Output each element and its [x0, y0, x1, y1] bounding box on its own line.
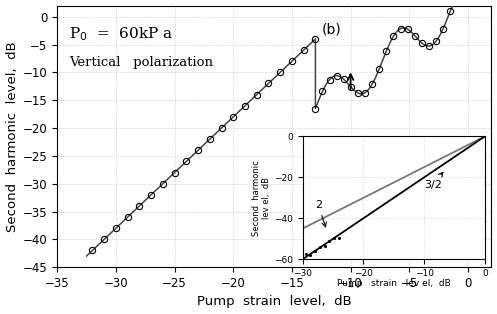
Text: Vertical   polarization: Vertical polarization [69, 56, 213, 69]
Y-axis label: Second  harmonic  level,  dB: Second harmonic level, dB [5, 41, 18, 232]
X-axis label: Pump  strain  level,  dB: Pump strain level, dB [197, 295, 352, 308]
Text: (b): (b) [321, 22, 341, 36]
Text: P$_0$  =  60kP a: P$_0$ = 60kP a [69, 25, 173, 43]
